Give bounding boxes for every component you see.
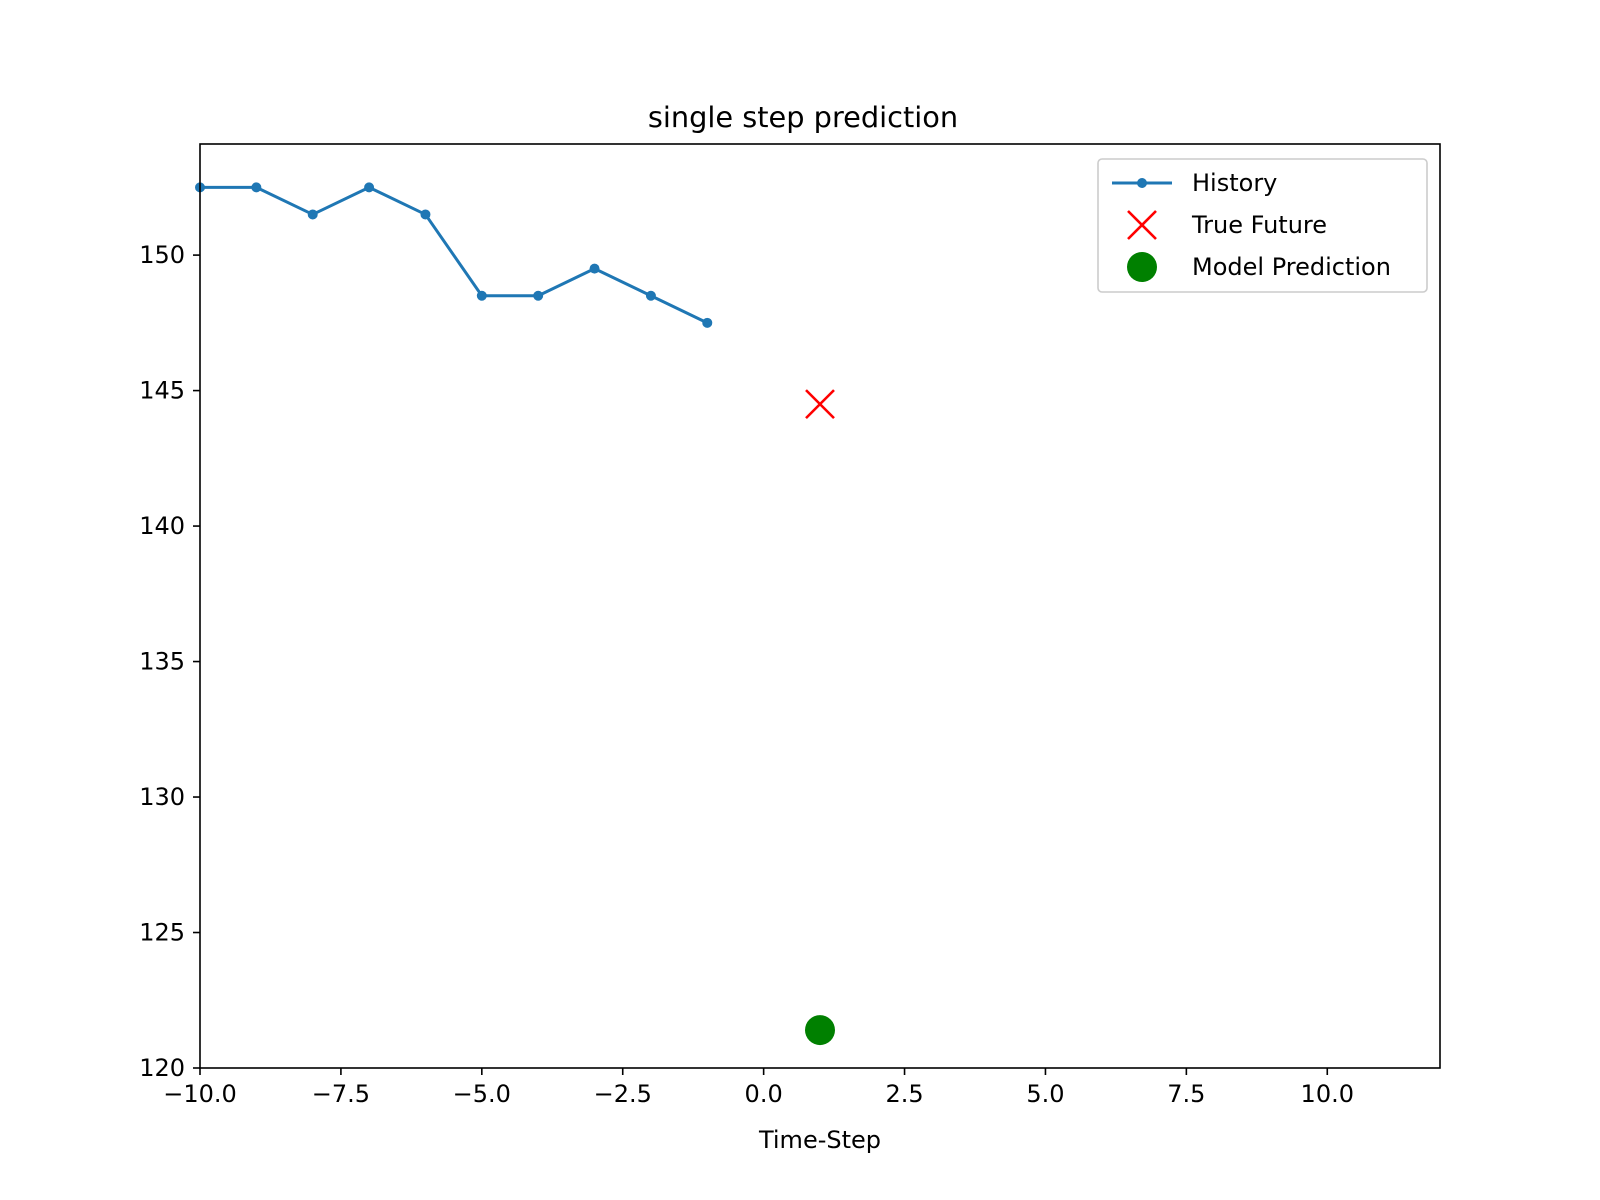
legend-frame [1097, 158, 1428, 293]
legend-history-marker [1137, 178, 1147, 188]
axes-frame [199, 143, 1441, 1069]
history-point [645, 290, 656, 301]
x-tick-label: 2.5 [885, 1080, 923, 1108]
x-tick-label: −7.5 [312, 1080, 370, 1108]
x-tick-label: −2.5 [594, 1080, 652, 1108]
history-line [200, 185, 708, 325]
model-prediction-point [805, 1015, 835, 1046]
history-point [251, 182, 262, 193]
x-tick-label: −5.0 [453, 1080, 511, 1108]
true-future-point [805, 389, 835, 420]
x-tick-label: 5.0 [1026, 1080, 1064, 1108]
history-point [364, 182, 375, 193]
x-axis-label: Time-Step [758, 1126, 881, 1154]
y-tick-label: 125 [139, 919, 185, 947]
legend-model-prediction-marker [1127, 252, 1157, 282]
y-tick-label: 135 [139, 648, 185, 676]
y-tick-label: 140 [139, 512, 185, 540]
x-tick-label: 0.0 [745, 1080, 783, 1108]
y-tick-label: 150 [139, 241, 185, 269]
y-tick-label: 120 [139, 1054, 185, 1082]
history-point [307, 209, 318, 220]
history-point [589, 263, 600, 274]
legend-true-future-marker [1127, 210, 1157, 240]
x-tick-label: 10.0 [1301, 1080, 1354, 1108]
x-tick-label: −10.0 [163, 1080, 237, 1108]
history-point [702, 317, 713, 328]
axes: −10.0 −7.5 −5.0 −2.5 0.0 2.5 5.0 7.5 10.0 120 125 1… [139, 241, 1354, 1108]
y-tick-label: 145 [139, 377, 185, 405]
chart-title: single step prediction [648, 100, 958, 134]
y-tick-label: 130 [139, 783, 185, 811]
history-point [420, 209, 431, 220]
plot-area [195, 182, 835, 1046]
history-point [476, 290, 487, 301]
legend-label-1: History [1192, 169, 1277, 197]
history-point [533, 290, 544, 301]
legend-label-2: True Future [1191, 211, 1327, 239]
legend-label-3: Model Prediction [1192, 253, 1391, 281]
legend: History True Future Model Prediction [1097, 158, 1428, 293]
x-tick-label: 7.5 [1167, 1080, 1205, 1108]
